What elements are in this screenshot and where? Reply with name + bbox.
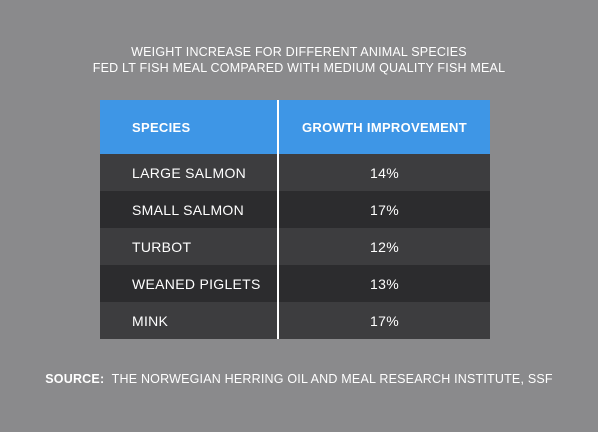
growth-cell: 17%	[278, 302, 490, 339]
table-row: WEANED PIGLETS 13%	[100, 265, 490, 302]
source-note: SOURCE: THE NORWEGIAN HERRING OIL AND ME…	[0, 372, 598, 386]
table-row: TURBOT 12%	[100, 228, 490, 265]
species-cell: LARGE SALMON	[100, 154, 279, 191]
growth-cell: 13%	[278, 265, 490, 302]
species-cell: WEANED PIGLETS	[100, 265, 279, 302]
table-header-row: SPECIES GROWTH IMPROVEMENT	[100, 100, 490, 154]
table-row: LARGE SALMON 14%	[100, 154, 490, 191]
source-text: THE NORWEGIAN HERRING OIL AND MEAL RESEA…	[111, 372, 553, 386]
column-header-species: SPECIES	[100, 100, 279, 154]
chart-title: WEIGHT INCREASE FOR DIFFERENT ANIMAL SPE…	[0, 44, 598, 76]
table-row: MINK 17%	[100, 302, 490, 339]
column-header-growth: GROWTH IMPROVEMENT	[278, 100, 490, 154]
growth-cell: 14%	[278, 154, 490, 191]
species-cell: TURBOT	[100, 228, 279, 265]
growth-cell: 17%	[278, 191, 490, 228]
species-cell: MINK	[100, 302, 279, 339]
title-line-2: FED LT FISH MEAL COMPARED WITH MEDIUM QU…	[92, 61, 506, 75]
growth-table: SPECIES GROWTH IMPROVEMENT LARGE SALMON …	[100, 100, 490, 339]
growth-cell: 12%	[278, 228, 490, 265]
species-cell: SMALL SALMON	[100, 191, 279, 228]
title-line-1: WEIGHT INCREASE FOR DIFFERENT ANIMAL SPE…	[131, 45, 467, 59]
source-label: SOURCE:	[45, 372, 105, 386]
table-row: SMALL SALMON 17%	[100, 191, 490, 228]
